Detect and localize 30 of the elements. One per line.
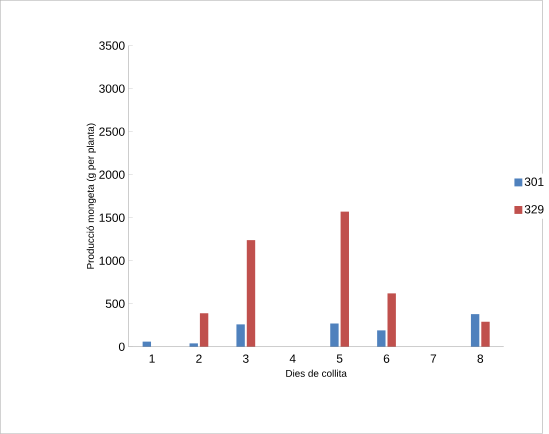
x-axis-title: Dies de collita: [286, 370, 347, 377]
bar: [142, 342, 152, 347]
y-axis-title: Producció mongeta (g per planta): [86, 124, 96, 269]
x-tick-label: 3: [242, 354, 249, 363]
bar: [236, 324, 245, 347]
bar: [470, 314, 480, 347]
y-tick-label: 2500: [99, 128, 125, 136]
bar: [387, 293, 396, 347]
bar: [330, 324, 339, 347]
x-tick-label: 1: [150, 354, 155, 363]
x-tick-label: 4: [290, 354, 296, 363]
bar: [246, 240, 256, 347]
x-tick-label: 2: [196, 354, 202, 363]
y-tick-label: 3000: [99, 84, 125, 93]
y-tick-label: 1500: [100, 214, 125, 222]
bar: [200, 313, 208, 347]
legend-label: 301: [524, 178, 544, 186]
bar: [377, 330, 386, 347]
x-tick-label: 8: [478, 354, 484, 363]
legend-label: 329: [524, 205, 544, 214]
x-tick-label: 5: [336, 354, 342, 363]
y-tick-label: 500: [106, 300, 125, 308]
y-tick-label: 1000: [100, 256, 125, 265]
bar: [340, 212, 349, 347]
y-tick-label: 3500: [99, 42, 125, 50]
y-tick-label: 0: [118, 342, 125, 352]
x-tick-label: 6: [384, 354, 390, 363]
x-tick-label: 7: [430, 354, 436, 363]
bar: [481, 322, 490, 347]
y-tick-label: 2000: [99, 170, 125, 179]
